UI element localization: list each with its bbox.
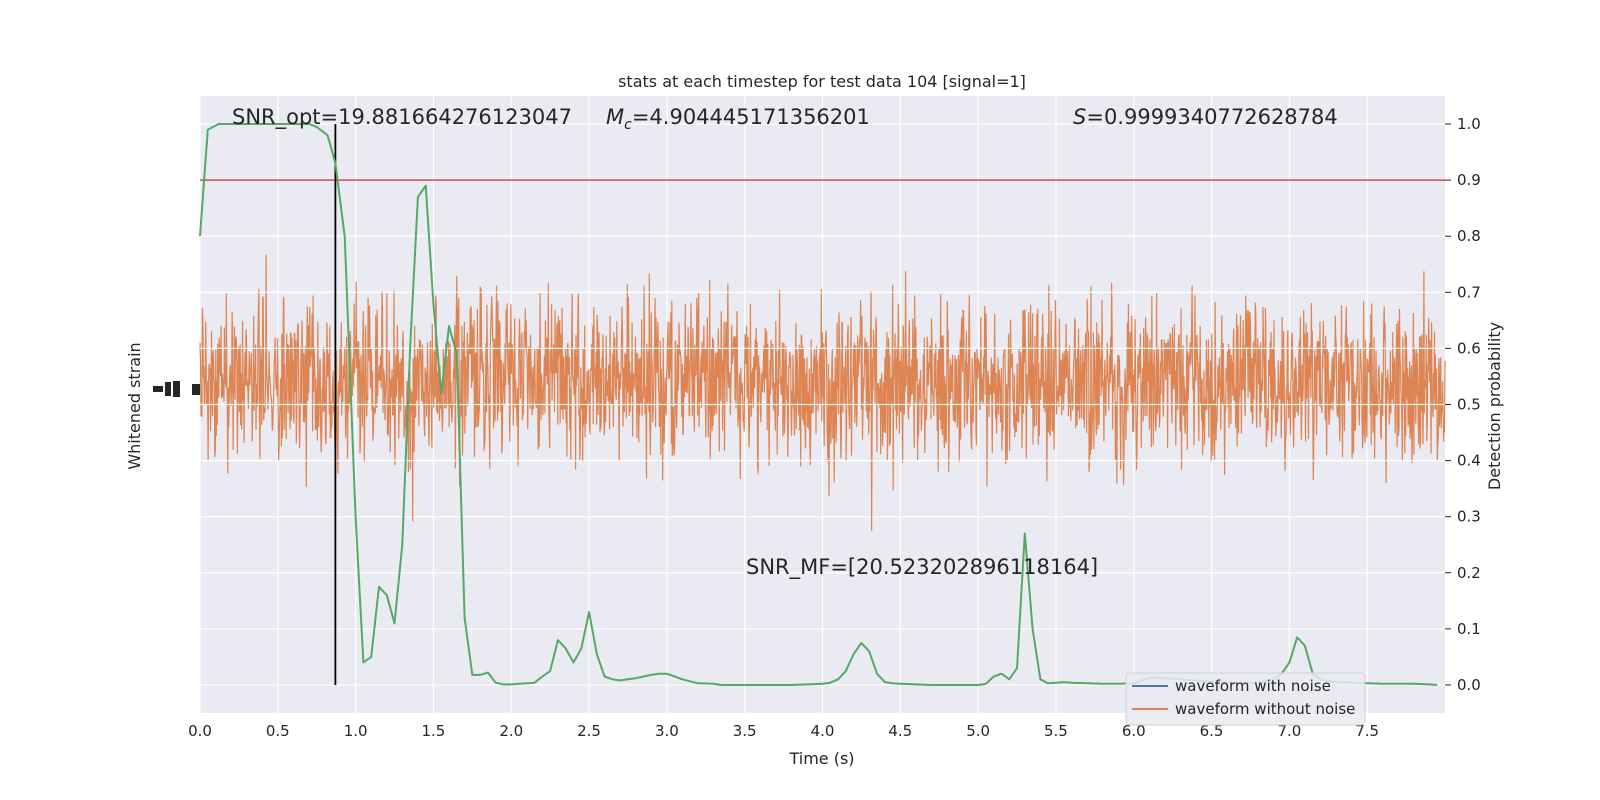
x-tick-label: 7.0 bbox=[1277, 722, 1301, 740]
chart-title: stats at each timestep for test data 104… bbox=[618, 72, 1026, 91]
x-tick-label: 5.5 bbox=[1044, 722, 1068, 740]
y-tick-label: 0.9 bbox=[1457, 171, 1481, 189]
x-tick-label: 1.5 bbox=[422, 722, 446, 740]
mc-value: =4.904445171356201 bbox=[632, 105, 870, 129]
mc-subscript: c bbox=[624, 117, 632, 133]
legend-label-noise: waveform with noise bbox=[1175, 677, 1331, 695]
x-tick-label: 0.5 bbox=[266, 722, 290, 740]
legend: waveform with noise waveform without noi… bbox=[1125, 672, 1366, 726]
x-tick-label: 5.0 bbox=[966, 722, 990, 740]
x-tick-label: 4.5 bbox=[888, 722, 912, 740]
x-tick-label: 3.5 bbox=[733, 722, 757, 740]
y-tick-label: 1.0 bbox=[1457, 115, 1481, 133]
snr-mf-annotation: SNR_MF=[20.523202896118164] bbox=[746, 555, 1098, 580]
mc-prefix: M bbox=[606, 105, 624, 129]
mc-annotation: Mc=4.904445171356201 bbox=[606, 105, 870, 133]
legend-label-signal: waveform without noise bbox=[1175, 700, 1355, 718]
y-axis-label-left: Whitened strain bbox=[125, 342, 144, 469]
y-tick-label: 0.0 bbox=[1457, 676, 1481, 694]
y-tick-label: 0.5 bbox=[1457, 396, 1481, 414]
y-tick-label: 0.8 bbox=[1457, 227, 1481, 245]
x-tick-label: 7.5 bbox=[1355, 722, 1379, 740]
x-tick-label: 2.5 bbox=[577, 722, 601, 740]
y-tick-label: 0.7 bbox=[1457, 283, 1481, 301]
y-tick-label: 0.1 bbox=[1457, 620, 1481, 638]
y-tick-label: 0.4 bbox=[1457, 452, 1481, 470]
y-tick-label: 0.3 bbox=[1457, 508, 1481, 526]
s-prefix: S bbox=[1073, 105, 1086, 129]
legend-box bbox=[1125, 672, 1366, 726]
snr-opt-annotation: SNR_opt=19.881664276123047 bbox=[232, 105, 572, 130]
x-ticks: 0.0 0.5 1.0 1.5 2.0 2.5 3.0 3.5 4.0 4.5 5.0 5.5 6.0 6… bbox=[188, 722, 1379, 740]
y-axis-label-right: Detection probability bbox=[1485, 322, 1504, 490]
s-value: =0.9999340772628784 bbox=[1086, 105, 1337, 129]
x-tick-label: 4.0 bbox=[811, 722, 835, 740]
y-tick-label: 0.6 bbox=[1457, 339, 1481, 357]
x-tick-label: 0.0 bbox=[188, 722, 212, 740]
x-tick-label: 6.5 bbox=[1200, 722, 1224, 740]
left-axis-glyph bbox=[153, 381, 200, 397]
y-ticks-right: 0.0 0.1 0.2 0.3 0.4 0.5 0.6 0.7 0.8 0.9 1.0 bbox=[1445, 115, 1481, 694]
s-annotation: S=0.9999340772628784 bbox=[1073, 105, 1338, 129]
x-tick-label: 1.0 bbox=[344, 722, 368, 740]
x-axis-label: Time (s) bbox=[788, 749, 854, 768]
x-tick-label: 3.0 bbox=[655, 722, 679, 740]
x-tick-label: 2.0 bbox=[499, 722, 523, 740]
x-tick-label: 6.0 bbox=[1122, 722, 1146, 740]
y-tick-label: 0.2 bbox=[1457, 564, 1481, 582]
